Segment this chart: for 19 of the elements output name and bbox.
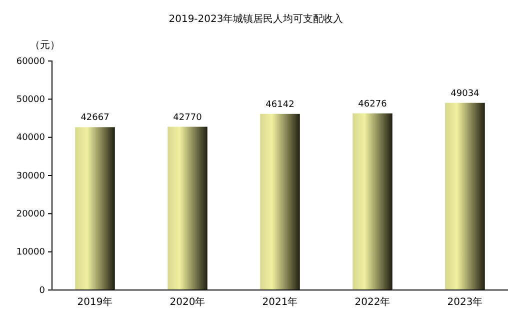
y-tick-label: 10000 <box>16 248 46 258</box>
y-axis-title: （元） <box>30 40 60 51</box>
y-tick-label: 0 <box>39 286 46 296</box>
data-label: 42667 <box>80 113 110 124</box>
data-label: 46142 <box>266 100 294 110</box>
y-tick-label: 30000 <box>16 171 46 182</box>
x-tick-label: 2022年 <box>354 296 390 308</box>
y-tick-label: 60000 <box>16 56 46 67</box>
y-tick-label: 50000 <box>16 95 46 106</box>
chart-title: 2019-2023年城镇居民人均可支配收入 <box>168 13 344 25</box>
data-label: 49034 <box>450 88 480 99</box>
data-label: 42770 <box>173 112 202 123</box>
x-tick-label: 2023年 <box>447 296 483 308</box>
data-label: 46276 <box>358 99 388 110</box>
x-tick-label: 2020年 <box>170 296 206 308</box>
x-tick-label: 2021年 <box>262 296 298 308</box>
y-tick-label: 20000 <box>16 210 46 220</box>
y-tick-label: 40000 <box>16 133 46 144</box>
x-tick-label: 2019年 <box>77 296 113 308</box>
